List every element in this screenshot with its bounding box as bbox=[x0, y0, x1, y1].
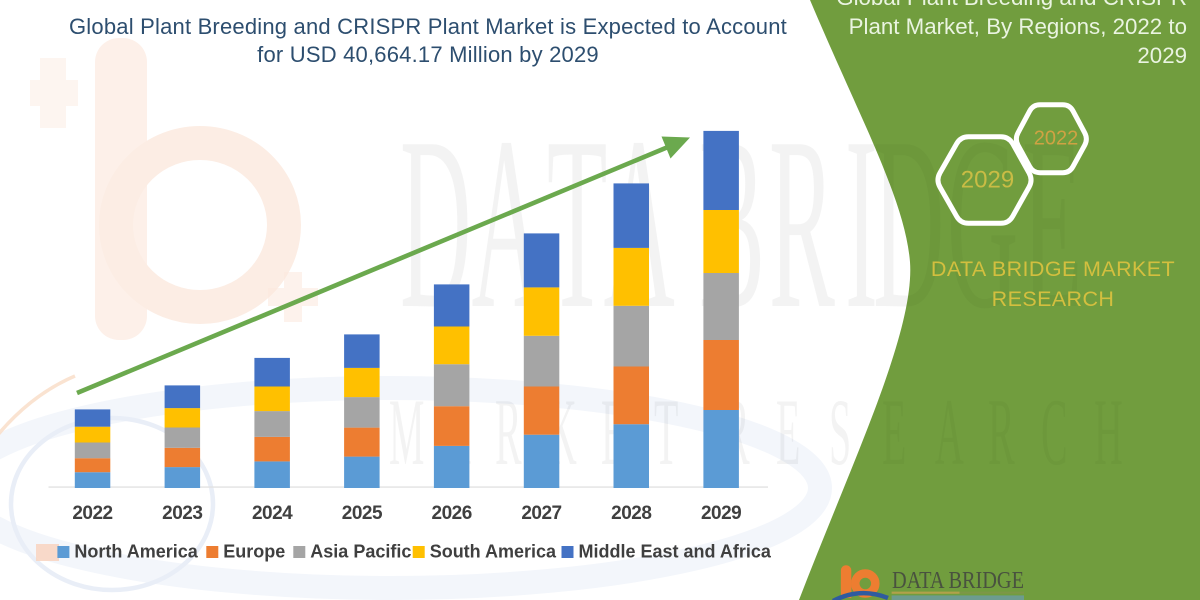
svg-text:Asia Pacific: Asia Pacific bbox=[310, 542, 411, 562]
svg-text:South America: South America bbox=[430, 542, 557, 562]
svg-text:Global Plant Breeding and CRIS: Global Plant Breeding and CRISPR Plant M… bbox=[69, 14, 787, 39]
svg-text:Middle East and Africa: Middle East and Africa bbox=[579, 542, 772, 562]
svg-text:2029: 2029 bbox=[1137, 43, 1187, 68]
svg-text:Europe: Europe bbox=[223, 542, 285, 562]
svg-text:2028: 2028 bbox=[611, 503, 651, 524]
svg-text:RESEARCH: RESEARCH bbox=[992, 287, 1115, 311]
svg-text:2029: 2029 bbox=[961, 167, 1014, 194]
svg-text:2022: 2022 bbox=[72, 503, 112, 524]
svg-text:2025: 2025 bbox=[342, 503, 383, 524]
svg-text:2023: 2023 bbox=[162, 503, 202, 524]
svg-text:DATA BRIDGE MARKET: DATA BRIDGE MARKET bbox=[931, 257, 1175, 281]
svg-text:Plant Market, By Regions, 2022: Plant Market, By Regions, 2022 to bbox=[849, 14, 1187, 39]
svg-text:DATA BRIDGE: DATA BRIDGE bbox=[892, 568, 1024, 594]
svg-text:for USD 40,664.17 Million by 2: for USD 40,664.17 Million by 2029 bbox=[257, 42, 599, 67]
svg-text:Global Plant Breeding and CRIS: Global Plant Breeding and CRISPR bbox=[836, 0, 1187, 10]
svg-text:2027: 2027 bbox=[521, 503, 561, 524]
svg-text:2024: 2024 bbox=[252, 503, 293, 524]
svg-text:2029: 2029 bbox=[701, 503, 741, 524]
svg-text:2022: 2022 bbox=[1034, 128, 1079, 150]
svg-text:2026: 2026 bbox=[432, 503, 472, 524]
svg-text:North America: North America bbox=[74, 542, 198, 562]
